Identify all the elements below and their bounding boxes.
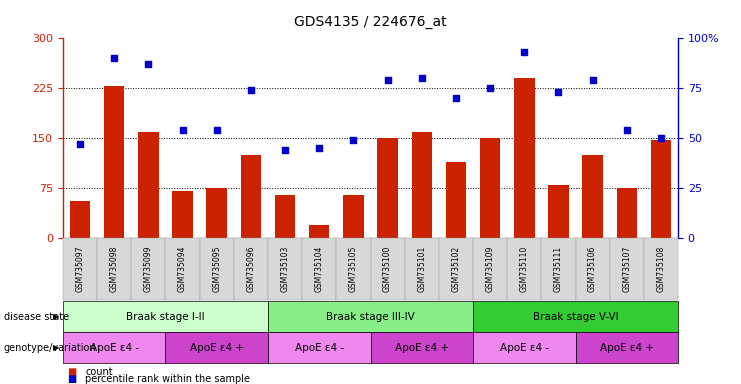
Text: GSM735098: GSM735098 [110, 246, 119, 292]
Point [450, 95, 462, 101]
Text: genotype/variation: genotype/variation [4, 343, 96, 353]
Text: ApoE ε4 -: ApoE ε4 - [499, 343, 549, 353]
Text: ApoE ε4 -: ApoE ε4 - [90, 343, 139, 353]
Bar [445, 162, 466, 238]
Bar [480, 138, 500, 238]
Text: GSM735097: GSM735097 [76, 245, 84, 292]
Point [621, 127, 633, 133]
Text: GSM735111: GSM735111 [554, 246, 563, 292]
Text: ApoE ε4 +: ApoE ε4 + [395, 343, 449, 353]
Point [382, 77, 393, 83]
Bar [70, 202, 90, 238]
Text: GSM735102: GSM735102 [451, 246, 460, 292]
Point [587, 77, 599, 83]
Text: GDS4135 / 224676_at: GDS4135 / 224676_at [294, 15, 447, 29]
Text: GSM735109: GSM735109 [485, 246, 494, 292]
Point [74, 141, 86, 147]
Text: ■: ■ [67, 367, 76, 377]
Bar [377, 138, 398, 238]
Point [553, 89, 565, 95]
Bar [138, 132, 159, 238]
Text: Braak stage V-VI: Braak stage V-VI [533, 312, 618, 322]
Text: disease state: disease state [4, 312, 69, 322]
Text: Braak stage I-II: Braak stage I-II [126, 312, 205, 322]
Text: ApoE ε4 -: ApoE ε4 - [295, 343, 344, 353]
Text: ApoE ε4 +: ApoE ε4 + [599, 343, 654, 353]
Point [655, 135, 667, 141]
Point [348, 137, 359, 143]
Bar [411, 132, 432, 238]
Text: GSM735107: GSM735107 [622, 246, 631, 292]
Text: GSM735104: GSM735104 [315, 246, 324, 292]
Bar [651, 139, 671, 238]
Point [484, 85, 496, 91]
Text: count: count [85, 367, 113, 377]
Bar [548, 185, 568, 238]
Text: GSM735110: GSM735110 [519, 246, 529, 292]
Bar [173, 192, 193, 238]
Point [108, 55, 120, 61]
Bar [343, 195, 364, 238]
Point [245, 87, 257, 93]
Bar [582, 155, 603, 238]
Text: ApoE ε4 +: ApoE ε4 + [190, 343, 244, 353]
Text: GSM735106: GSM735106 [588, 246, 597, 292]
Text: GSM735103: GSM735103 [281, 246, 290, 292]
Text: GSM735101: GSM735101 [417, 246, 426, 292]
Text: GSM735108: GSM735108 [657, 246, 665, 292]
Bar [241, 155, 261, 238]
Bar [104, 86, 124, 238]
Point [279, 147, 291, 153]
Bar [275, 195, 296, 238]
Point [416, 75, 428, 81]
Point [142, 61, 154, 68]
Text: GSM735099: GSM735099 [144, 245, 153, 292]
Text: Braak stage III-IV: Braak stage III-IV [326, 312, 415, 322]
Text: GSM735095: GSM735095 [212, 245, 222, 292]
Text: GSM735100: GSM735100 [383, 246, 392, 292]
Text: percentile rank within the sample: percentile rank within the sample [85, 374, 250, 384]
Point [313, 145, 325, 151]
Text: ▶: ▶ [53, 312, 59, 321]
Point [518, 49, 530, 55]
Bar [207, 188, 227, 238]
Bar [514, 78, 534, 238]
Text: GSM735094: GSM735094 [178, 245, 187, 292]
Text: GSM735096: GSM735096 [247, 245, 256, 292]
Text: ▶: ▶ [53, 343, 59, 352]
Point [176, 127, 188, 133]
Text: ■: ■ [67, 374, 76, 384]
Bar [309, 225, 330, 238]
Text: GSM735105: GSM735105 [349, 246, 358, 292]
Point [210, 127, 222, 133]
Bar [617, 188, 637, 238]
